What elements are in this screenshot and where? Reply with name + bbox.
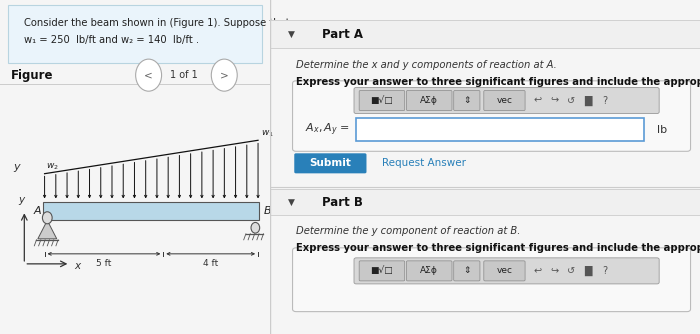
Text: Part B: Part B (322, 196, 363, 208)
Text: ■√□: ■√□ (370, 267, 393, 275)
Text: █: █ (584, 266, 592, 276)
Text: ↪: ↪ (550, 96, 559, 106)
FancyBboxPatch shape (407, 91, 452, 111)
FancyBboxPatch shape (8, 5, 262, 63)
Text: ↪: ↪ (550, 266, 559, 276)
Text: Consider the beam shown in (Figure 1). Suppose that: Consider the beam shown in (Figure 1). S… (25, 18, 290, 28)
Bar (43, 202, 260, 220)
Text: A: A (34, 206, 41, 216)
Text: ↩: ↩ (534, 266, 542, 276)
Bar (356, 118, 644, 141)
Text: $w_1$: $w_1$ (260, 128, 274, 139)
Text: Figure: Figure (10, 69, 53, 81)
Text: Express your answer to three significant figures and include the appropriate uni: Express your answer to three significant… (296, 243, 700, 253)
FancyBboxPatch shape (294, 153, 367, 173)
FancyBboxPatch shape (484, 261, 525, 281)
Text: Determine the y component of reaction at B.: Determine the y component of reaction at… (296, 226, 520, 236)
Text: w₁ = 250  lb/ft and w₂ = 140  lb/ft .: w₁ = 250 lb/ft and w₂ = 140 lb/ft . (25, 35, 199, 45)
Text: ▼: ▼ (288, 198, 295, 206)
Text: ?: ? (602, 96, 607, 106)
Text: ▼: ▼ (288, 30, 295, 39)
Text: 4 ft: 4 ft (203, 259, 218, 268)
Text: >: > (220, 70, 229, 80)
Text: ⇕: ⇕ (463, 267, 470, 275)
Text: ↩: ↩ (534, 96, 542, 106)
Text: █: █ (584, 96, 592, 106)
Text: $w_2$: $w_2$ (46, 162, 59, 172)
Text: <: < (144, 70, 153, 80)
Text: 1 of 1: 1 of 1 (170, 70, 197, 80)
Circle shape (136, 59, 162, 91)
FancyBboxPatch shape (407, 261, 452, 281)
Text: Determine the x and y components of reaction at A.: Determine the x and y components of reac… (296, 60, 556, 70)
Text: Express your answer to three significant figures and include the appropriate uni: Express your answer to three significant… (296, 77, 700, 87)
FancyBboxPatch shape (354, 258, 659, 284)
Polygon shape (38, 220, 57, 239)
FancyBboxPatch shape (354, 88, 659, 114)
FancyBboxPatch shape (359, 261, 405, 281)
Text: ↺: ↺ (567, 266, 575, 276)
Text: AΣϕ: AΣϕ (420, 267, 438, 275)
Bar (270, 20, 700, 48)
Text: B: B (263, 206, 271, 216)
FancyBboxPatch shape (454, 261, 480, 281)
Text: x: x (74, 261, 81, 271)
Text: y: y (19, 195, 24, 205)
Text: vec: vec (496, 267, 512, 275)
Text: $A_x, A_y$ =: $A_x, A_y$ = (304, 121, 349, 138)
Text: ↺: ↺ (567, 96, 575, 106)
Text: 5 ft: 5 ft (97, 259, 111, 268)
FancyBboxPatch shape (359, 91, 405, 111)
Text: lb: lb (657, 125, 667, 135)
Text: Submit: Submit (309, 158, 351, 168)
Text: ■√□: ■√□ (370, 96, 393, 105)
Text: y: y (13, 162, 20, 172)
FancyBboxPatch shape (293, 248, 690, 312)
Text: Part A: Part A (322, 28, 363, 41)
FancyBboxPatch shape (484, 91, 525, 111)
Text: ?: ? (602, 266, 607, 276)
Text: AΣϕ: AΣϕ (420, 96, 438, 105)
Text: ⇕: ⇕ (463, 96, 470, 105)
Bar (270, 189, 700, 215)
FancyBboxPatch shape (454, 91, 480, 111)
Text: vec: vec (496, 96, 512, 105)
Circle shape (211, 59, 237, 91)
Circle shape (43, 212, 52, 224)
FancyBboxPatch shape (293, 81, 690, 151)
Circle shape (251, 222, 260, 233)
Text: Request Answer: Request Answer (382, 158, 466, 168)
